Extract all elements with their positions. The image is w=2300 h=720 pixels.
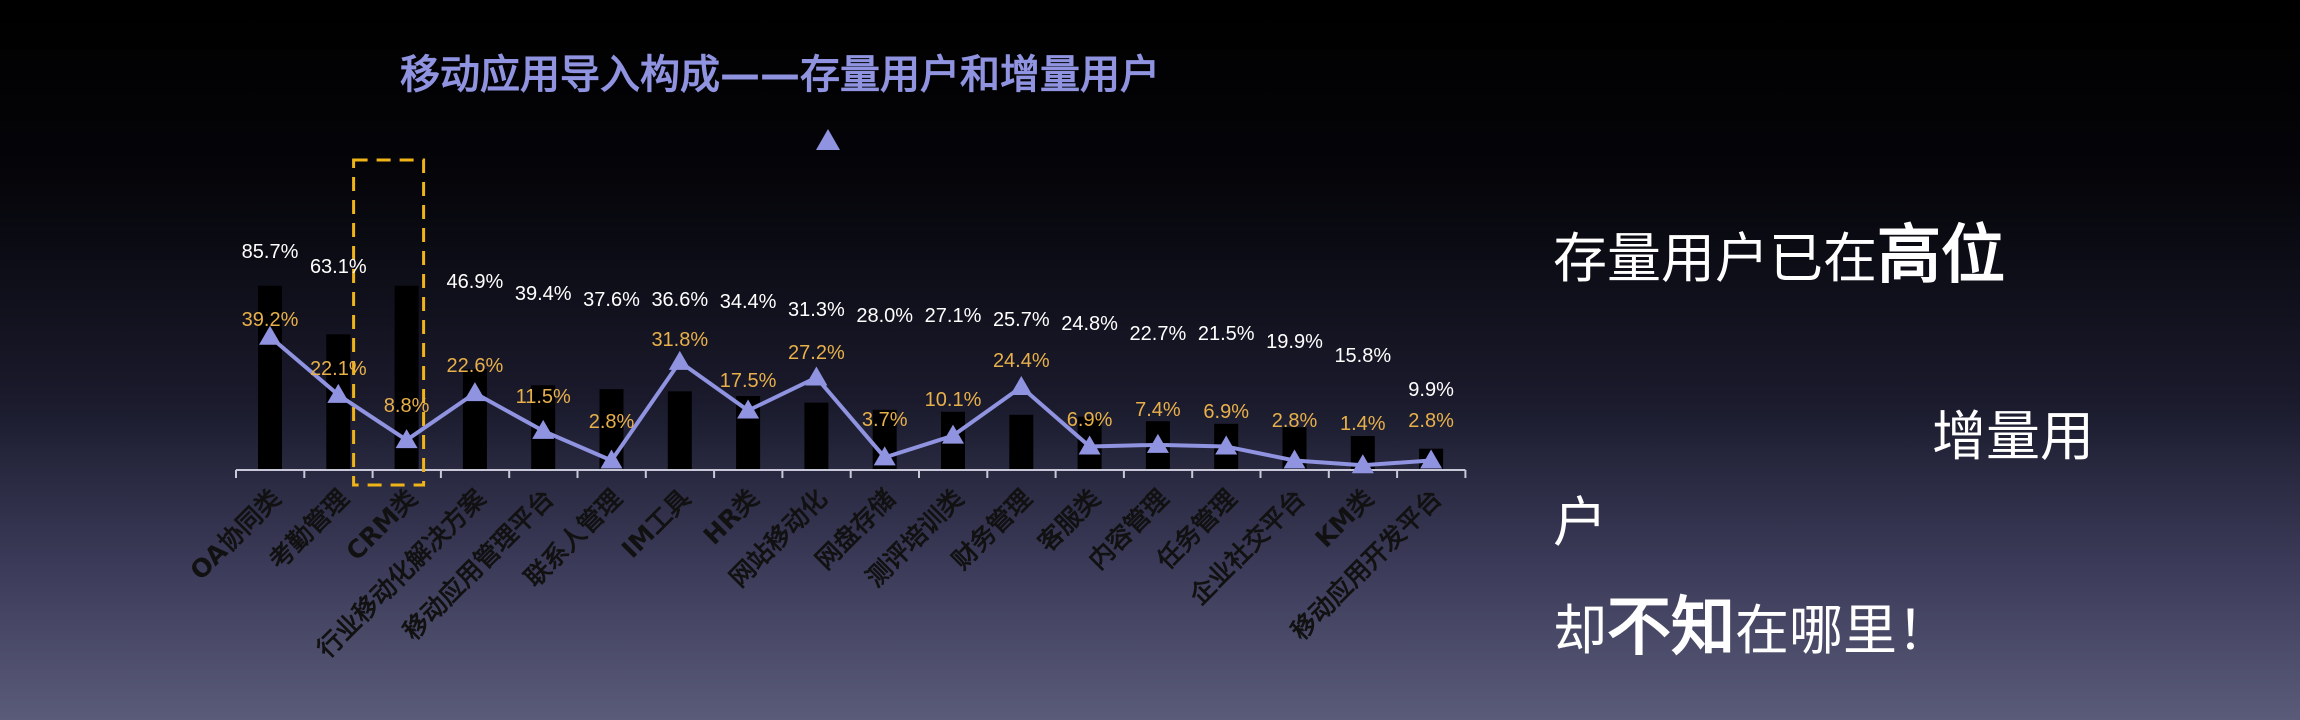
line-marker — [873, 446, 896, 466]
line-value-label: 1.4% — [1340, 413, 1386, 435]
line-marker — [668, 350, 691, 370]
line-marker — [1351, 454, 1374, 474]
line-series — [268, 335, 1432, 468]
line-marker — [395, 429, 418, 449]
line-marker — [737, 399, 760, 419]
bar-value-label: 9.9% — [1408, 379, 1454, 401]
line-marker — [1283, 449, 1306, 469]
bar-value-label: 39.4% — [515, 283, 572, 305]
bar-value-label: 46.9% — [447, 271, 504, 293]
line-value-label: 2.8% — [589, 411, 635, 433]
bar-value-label: 31.3% — [788, 299, 845, 321]
line-value-label: 10.1% — [925, 389, 982, 411]
side-text-line2: 增量用 — [1932, 392, 2094, 471]
bar-value-label: 15.8% — [1334, 345, 1391, 367]
line-marker — [805, 366, 828, 386]
line-value-label: 6.9% — [1067, 409, 1113, 431]
highlight-box — [352, 158, 426, 487]
bar-value-label: 63.1% — [310, 256, 367, 278]
bar — [667, 391, 692, 470]
line-value-label: 3.7% — [862, 409, 908, 431]
category-label: OA协同类 — [184, 483, 286, 585]
bar-value-label: 85.7% — [242, 241, 299, 263]
side-text-line4-pre: 却 — [1553, 599, 1607, 662]
line-marker — [942, 424, 964, 444]
chart-title: 移动应用导入构成——存量用户和增量用户 — [400, 52, 1160, 98]
line-marker — [600, 449, 623, 469]
line-marker — [327, 383, 350, 403]
line-marker — [532, 419, 555, 439]
line-value-label: 22.6% — [447, 355, 504, 377]
side-text-line4-bold: 不知 — [1607, 591, 1735, 665]
line-marker — [1215, 435, 1238, 455]
side-text-line3-text: 户 — [1553, 491, 1607, 554]
bar-value-label: 24.8% — [1061, 313, 1118, 335]
side-text-line3: 户 — [1553, 478, 1607, 557]
line-marker — [1420, 449, 1443, 469]
bar-value-label: 28.0% — [856, 305, 913, 327]
bar-value-label: 25.7% — [993, 309, 1050, 331]
line-value-label: 17.5% — [720, 370, 777, 392]
line-marker — [463, 382, 486, 402]
bar-value-label: 37.6% — [583, 289, 640, 311]
side-text-line2-text: 增量用 — [1932, 405, 2094, 468]
side-text-line1: 存量用户已在高位 — [1553, 204, 2005, 296]
line-value-label: 27.2% — [788, 342, 845, 364]
bar-value-label: 34.4% — [720, 291, 777, 313]
side-text-line4: 却不知在哪里！ — [1553, 576, 1951, 668]
line-marker — [1078, 435, 1101, 455]
line-value-label: 6.9% — [1203, 401, 1249, 423]
bar-value-label: 21.5% — [1198, 323, 1255, 345]
line-marker — [1010, 376, 1033, 396]
line-marker — [259, 325, 281, 345]
legend-marker — [816, 129, 840, 150]
line-value-label: 8.8% — [384, 395, 430, 417]
bar — [258, 285, 282, 470]
line-value-label: 2.8% — [1408, 410, 1454, 432]
line-value-label: 39.2% — [242, 309, 299, 331]
line-value-label: 24.4% — [993, 350, 1050, 372]
bar-value-label: 22.7% — [1130, 323, 1187, 345]
bar — [1009, 414, 1034, 470]
line-value-label: 22.1% — [310, 358, 367, 380]
line-value-label: 31.8% — [651, 329, 708, 351]
line-value-label: 11.5% — [516, 386, 571, 408]
bar-value-label: 27.1% — [925, 305, 982, 327]
side-text-line4-post: 在哪里！ — [1735, 599, 1951, 662]
line-value-label: 2.8% — [1272, 410, 1318, 432]
category-label: IM工具 — [616, 484, 696, 564]
side-text-line1-bold: 高位 — [1877, 219, 2005, 293]
bar-value-label: 36.6% — [651, 289, 708, 311]
bar-value-label: 19.9% — [1266, 331, 1323, 353]
bar — [804, 402, 829, 470]
line-marker — [1146, 433, 1169, 453]
line-value-label: 7.4% — [1135, 399, 1181, 421]
side-text-line1-normal: 存量用户已在 — [1553, 227, 1877, 290]
